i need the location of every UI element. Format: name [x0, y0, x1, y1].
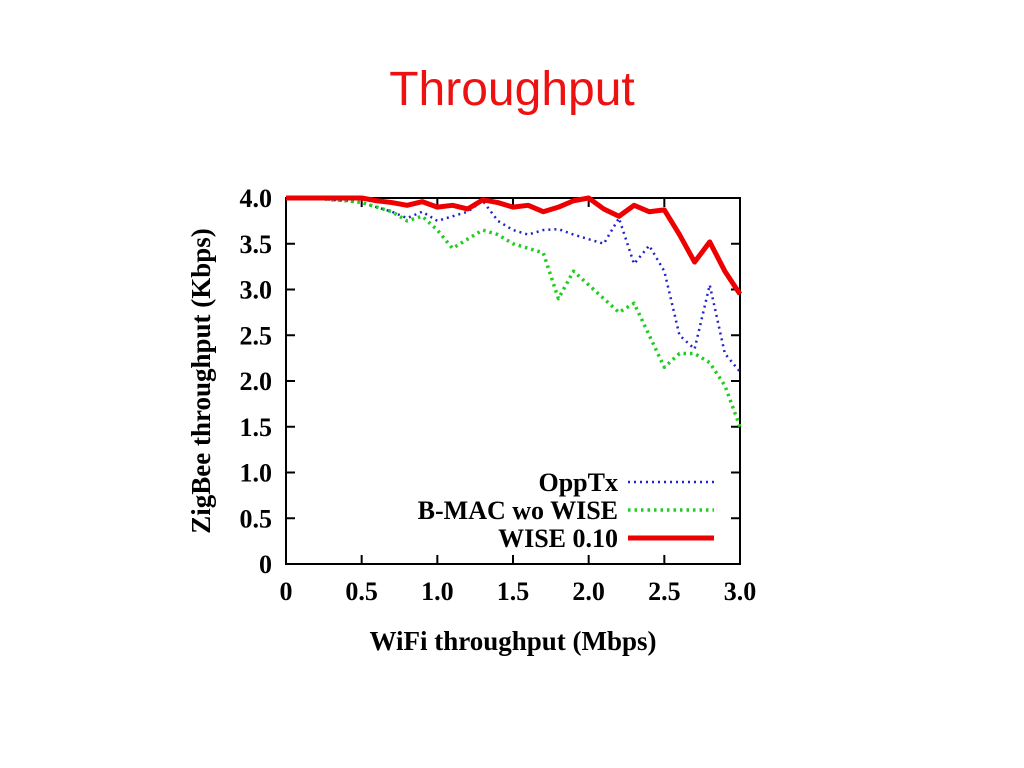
x-tick-label: 1.0: [421, 577, 454, 606]
y-tick-label: 3.5: [240, 230, 273, 259]
y-tick-label: 2.5: [240, 321, 273, 350]
x-tick-label: 0: [280, 577, 293, 606]
series-line-wise-0-10: [286, 195, 743, 296]
legend-label: OppTx: [539, 468, 619, 497]
x-tick-label: 2.5: [648, 577, 681, 606]
x-tick-label: 1.5: [497, 577, 530, 606]
series-group: [286, 195, 743, 428]
y-tick-label: 1.0: [240, 459, 273, 488]
y-tick-label: 3.0: [240, 276, 273, 305]
series-line-b-mac-wo-wise: [286, 196, 742, 428]
y-tick-label: 0: [259, 550, 272, 579]
y-tick-label: 1.5: [240, 413, 273, 442]
x-tick-label: 0.5: [345, 577, 378, 606]
legend-label: B-MAC wo WISE: [418, 496, 618, 525]
y-tick-label: 4.0: [240, 184, 273, 213]
x-tick-label: 2.0: [572, 577, 605, 606]
x-tick-label: 3.0: [724, 577, 757, 606]
y-tick-label: 0.5: [240, 504, 273, 533]
throughput-chart: 0 0.5 1.0 1.5 2.0 2.5 3.0 0 0.5 1.0 1.5 2.0 2.5 3.0 3.…: [186, 184, 757, 656]
x-axis-label: WiFi throughput (Mbps): [369, 626, 656, 656]
y-tick-label: 2.0: [240, 367, 273, 396]
axis-ticks: 0 0.5 1.0 1.5 2.0 2.5 3.0 0 0.5 1.0 1.5 2.0 2.5 3.0 3.…: [240, 184, 757, 606]
legend-label: WISE 0.10: [498, 524, 618, 553]
y-axis-label: ZigBee throughput (Kbps): [188, 228, 216, 534]
slide-title: Throughput: [389, 63, 635, 116]
chart-container: 0 0.5 1.0 1.5 2.0 2.5 3.0 0 0.5 1.0 1.5 2.0 2.5 3.0 3.…: [186, 176, 768, 671]
